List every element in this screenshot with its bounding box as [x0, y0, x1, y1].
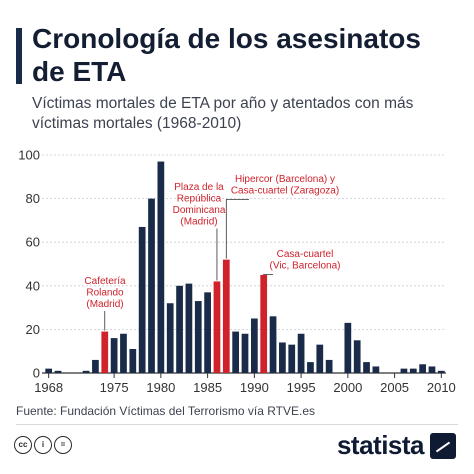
bar-1974: [101, 332, 108, 373]
bar-1987: [223, 260, 230, 373]
bar-2008: [419, 364, 426, 373]
annotation-label: Rolando: [86, 288, 124, 299]
bar-1968: [45, 369, 52, 373]
bar-1978: [139, 227, 146, 373]
bar-1984: [195, 301, 202, 373]
source-note: Fuente: Fundación Víctimas del Terrorism…: [16, 404, 456, 418]
annotation-label: Casa-cuartel: [277, 249, 334, 260]
annotation-label: (Madrid): [86, 299, 123, 310]
x-tick-label: 1980: [146, 380, 175, 395]
brand-name: statista: [337, 430, 424, 461]
bar-2009: [429, 366, 436, 373]
annotation-label: República: [177, 194, 222, 205]
bar-1997: [316, 345, 323, 373]
bar-1985: [204, 292, 211, 373]
bar-2010: [438, 371, 445, 373]
annotation-leader: [226, 200, 249, 259]
annotation-label: (Vic, Barcelona): [270, 261, 341, 272]
annotation-label: Casa-cuartel (Zaragoza): [231, 186, 339, 197]
x-tick-label: 1975: [100, 380, 129, 395]
bar-1976: [120, 334, 127, 373]
bar-1983: [186, 284, 193, 373]
bar-1994: [288, 345, 295, 373]
statista-logo[interactable]: statista: [337, 430, 456, 461]
bar-1980: [157, 162, 164, 373]
annotation-leader: [264, 274, 273, 275]
cc-icon[interactable]: cc: [14, 436, 32, 454]
by-icon[interactable]: i: [34, 436, 52, 454]
y-tick-label: 80: [26, 191, 40, 206]
bar-1986: [214, 281, 221, 373]
annotation-label: Cafetería: [84, 276, 126, 287]
bar-1969: [55, 371, 62, 373]
x-tick-label: 2010: [427, 380, 456, 395]
bar-1993: [279, 342, 286, 373]
annotation-label: Hipercor (Barcelona) y: [235, 174, 335, 185]
y-axis-ticks: 0 20 40 60 80 100: [18, 148, 40, 381]
bar-1991: [260, 275, 267, 373]
x-tick-label: 2000: [333, 380, 362, 395]
license-icons[interactable]: cc i =: [14, 436, 72, 456]
y-tick-label: 20: [26, 322, 40, 337]
bar-1998: [326, 360, 333, 373]
bar-2006: [401, 369, 408, 373]
bar-1988: [232, 332, 239, 373]
footer-divider: [16, 424, 458, 425]
x-tick-label: 1968: [34, 380, 63, 395]
bar-1992: [270, 316, 277, 373]
y-tick-label: 0: [33, 366, 40, 381]
bar-1977: [129, 349, 136, 373]
bar-1995: [298, 334, 305, 373]
bar-1975: [111, 338, 118, 373]
annotation-label: (Madrid): [180, 217, 217, 228]
bar-1973: [92, 360, 99, 373]
bar-1972: [83, 371, 90, 373]
nd-icon[interactable]: =: [54, 436, 72, 454]
y-tick-label: 60: [26, 235, 40, 250]
x-axis-ticks: 1968 1975 1980 1985 1990 1995 2000 2005 2010: [34, 373, 456, 395]
y-tick-label: 100: [18, 148, 40, 163]
x-tick-label: 1985: [193, 380, 222, 395]
bar-1996: [307, 362, 314, 373]
bar-2000: [344, 323, 351, 373]
brand-mark-icon: [430, 433, 456, 459]
bar-2001: [354, 340, 361, 373]
annotation-label: Plaza de la: [174, 182, 224, 193]
bar-1981: [167, 303, 174, 373]
bar-2002: [363, 362, 370, 373]
bar-1979: [148, 199, 155, 373]
x-tick-label: 1990: [240, 380, 269, 395]
bar-1990: [251, 319, 258, 374]
annotation-label: Dominicana: [173, 205, 226, 216]
bar-1982: [176, 286, 183, 373]
y-tick-label: 40: [26, 278, 40, 293]
x-tick-label: 2005: [380, 380, 409, 395]
bar-2007: [410, 369, 417, 373]
bar-1989: [242, 334, 249, 373]
bar-2003: [373, 366, 380, 373]
x-tick-label: 1995: [287, 380, 316, 395]
